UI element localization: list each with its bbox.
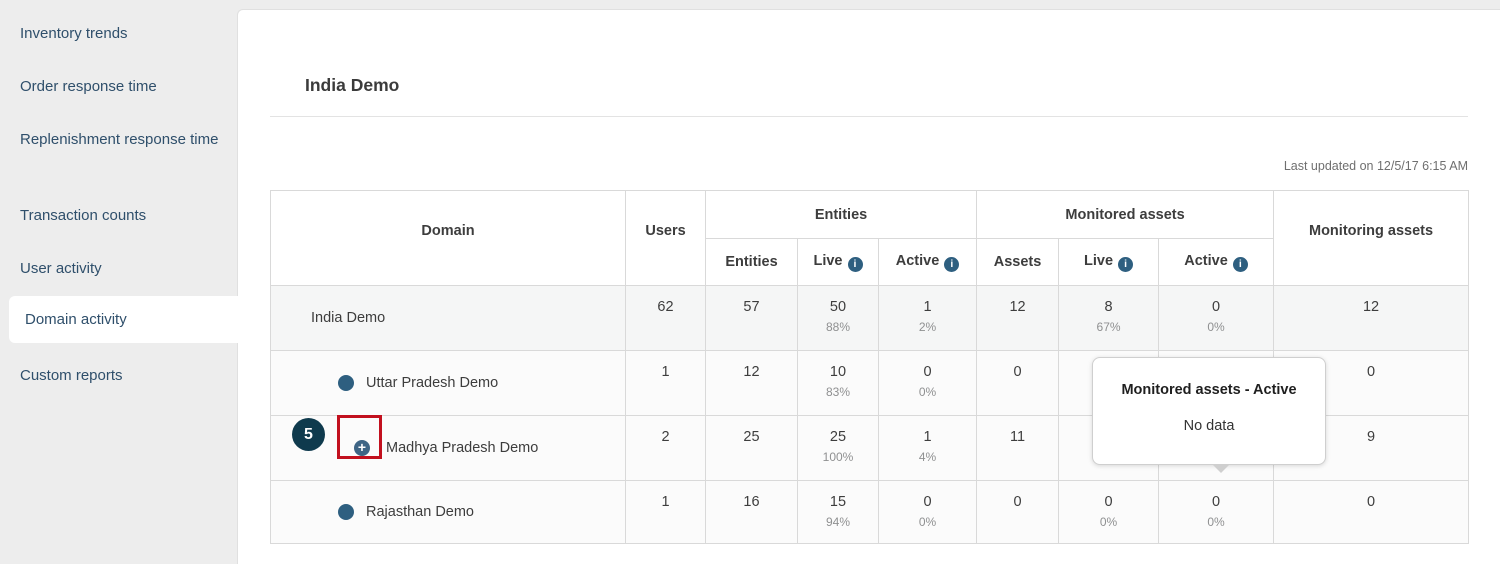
column-header-entities-live: Live i [797, 238, 879, 286]
sidebar-item-label: Transaction counts [20, 207, 147, 224]
domain-label: Madhya Pradesh Demo [386, 440, 539, 456]
info-icon[interactable]: i [847, 256, 863, 272]
percent-label: 0% [1207, 320, 1225, 334]
entities-live-cell: 15 94% [797, 480, 879, 544]
entities-active-cell: 1 2% [877, 285, 978, 351]
sidebar-item-label: User activity [20, 260, 102, 277]
entities-cell: 16 [705, 480, 798, 544]
domain-cell: India Demo [270, 285, 626, 351]
column-header-assets-active: Active i [1158, 238, 1275, 286]
percent-label: 0% [1099, 515, 1118, 529]
monitoring-assets-cell: 0 [1273, 480, 1470, 544]
entities-cell: 25 [705, 415, 798, 481]
sidebar-item-label: Custom reports [20, 367, 123, 384]
tooltip-arrow-icon [1212, 464, 1230, 473]
entities-cell: 57 [705, 285, 798, 351]
table-row: India Demo 62 57 50 88% 1 2% 12 8 67% 0 0% 1… [270, 285, 1470, 351]
monitoring-assets-cell: 12 [1273, 285, 1470, 351]
group-header-monitored-assets: Monitored assets [976, 190, 1275, 239]
percent-label: 94% [825, 515, 851, 529]
sidebar-item-label: Domain activity [25, 311, 127, 328]
percent-label: 4% [918, 450, 937, 464]
percent-label: 67% [1096, 320, 1121, 334]
tooltip-monitored-assets-active: Monitored assets - Active No data [1092, 357, 1326, 473]
percent-label: 83% [825, 385, 851, 399]
page-title: India Demo [305, 75, 400, 95]
assets-active-cell: 0 0% [1158, 285, 1275, 351]
column-header-domain: Domain [270, 190, 626, 286]
sidebar-item-custom-reports[interactable]: Custom reports [0, 364, 237, 387]
entities-live-cell: 25 100% [797, 415, 879, 481]
entities-active-cell: 0 0% [877, 480, 978, 544]
assets-live-cell: 8 67% [1058, 285, 1160, 351]
column-header-assets-live: Live i [1058, 238, 1160, 286]
percent-label: 0% [1207, 515, 1225, 529]
domain-dot-icon [338, 504, 354, 520]
last-updated-text: Last updated on 12/5/17 6:15 AM [1283, 159, 1468, 173]
sidebar-item-user-activity[interactable]: User activity [0, 257, 237, 280]
domain-label: Rajasthan Demo [366, 504, 474, 520]
column-header-entities-active: Active i [877, 238, 978, 286]
sidebar-item-label: Replenishment response time [20, 131, 219, 148]
domain-cell: Uttar Pradesh Demo [270, 350, 626, 416]
info-icon[interactable]: i [1232, 256, 1248, 272]
info-icon[interactable]: i [1118, 256, 1134, 272]
domain-label: India Demo [311, 310, 386, 326]
column-header-users: Users [625, 190, 706, 286]
entities-live-cell: 50 88% [797, 285, 879, 351]
assets-cell: 0 [976, 350, 1060, 416]
column-header-label: Live [1084, 252, 1114, 269]
sidebar-item-label: Inventory trends [20, 25, 128, 42]
column-header-label: Active [895, 252, 940, 269]
assets-live-cell: 0 0% [1058, 480, 1160, 544]
domain-activity-table: Domain Users Entities Monitored assets M… [270, 190, 1470, 544]
info-icon[interactable]: i [944, 256, 960, 272]
column-header-entities: Entities [705, 238, 798, 286]
tooltip-body: No data [1183, 418, 1235, 434]
sidebar-item-label: Order response time [20, 78, 157, 95]
column-header-assets: Assets [976, 238, 1060, 286]
users-cell: 1 [625, 480, 706, 544]
annotation-highlight-rect [337, 415, 382, 459]
sidebar-item-domain-activity[interactable]: Domain activity [9, 296, 238, 343]
domain-label: Uttar Pradesh Demo [366, 375, 499, 391]
domain-cell: Rajasthan Demo [270, 480, 626, 544]
users-cell: 1 [625, 350, 706, 416]
sidebar-item-inventory-trends[interactable]: Inventory trends [0, 22, 237, 45]
users-cell: 62 [625, 285, 706, 351]
title-divider [270, 116, 1468, 117]
users-cell: 2 [625, 415, 706, 481]
tooltip-title: Monitored assets - Active [1121, 382, 1297, 398]
entities-cell: 12 [705, 350, 798, 416]
domain-cell: + Madhya Pradesh Demo [270, 415, 626, 481]
annotation-badge-5: 5 [292, 418, 325, 451]
domain-dot-icon [338, 375, 354, 391]
sidebar-item-transaction-counts[interactable]: Transaction counts [0, 204, 237, 227]
sidebar-item-replenishment-response-time[interactable]: Replenishment response time [0, 128, 225, 151]
assets-cell: 11 [976, 415, 1060, 481]
table-row: Rajasthan Demo 1 16 15 94% 0 0% 0 0 0% 0 0% … [270, 480, 1470, 544]
percent-label: 0% [918, 385, 937, 399]
column-header-monitoring-assets: Monitoring assets [1273, 190, 1470, 286]
expand-domain-button[interactable]: + [354, 440, 370, 456]
percent-label: 2% [918, 320, 937, 334]
entities-active-cell: 0 0% [877, 350, 978, 416]
group-header-entities: Entities [704, 190, 978, 239]
assets-cell: 0 [976, 480, 1060, 544]
assets-cell: 12 [976, 285, 1060, 351]
percent-label: 0% [918, 515, 937, 529]
entities-active-cell: 1 4% [877, 415, 978, 481]
sidebar-item-order-response-time[interactable]: Order response time [0, 75, 237, 98]
assets-active-cell: 0 0% [1158, 480, 1275, 544]
column-header-label: Live [813, 252, 843, 269]
percent-label: 88% [825, 320, 851, 334]
column-header-label: Active [1184, 252, 1228, 269]
percent-label: 100% [822, 450, 854, 464]
entities-live-cell: 10 83% [797, 350, 879, 416]
